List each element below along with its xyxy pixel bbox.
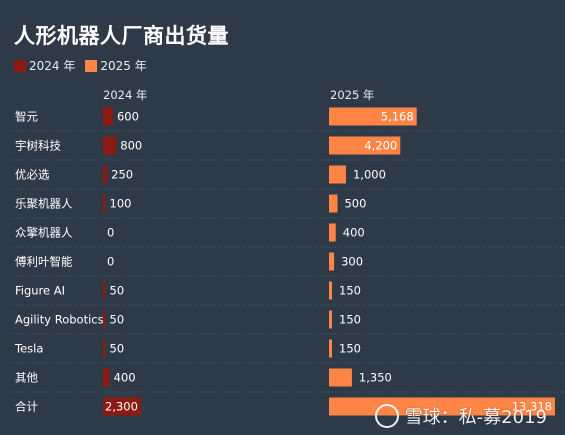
value-label-2024: 0 (107, 226, 114, 240)
value-label-2025: 150 (339, 313, 361, 327)
value-label-2024: 600 (117, 110, 139, 124)
bar-2025 (329, 310, 332, 329)
bar-2024 (103, 194, 106, 213)
value-label-2024: 50 (110, 313, 125, 327)
value-label-2025: 5,168 (381, 110, 414, 124)
legend-label-2024: 2024 年 (29, 59, 76, 73)
legend-item-2024: 2024 年 (14, 57, 75, 74)
bar-2025 (329, 368, 352, 387)
bar-2025 (329, 339, 332, 358)
bar-2025 (329, 107, 417, 126)
watermark: 雪球：私-募2019 (374, 403, 547, 429)
category-label: Tesla (14, 342, 43, 356)
bar-2024 (103, 136, 117, 155)
value-label-2025: 4,200 (364, 139, 397, 153)
chart-title: 人形机器人厂商出货量 (14, 24, 229, 48)
category-label: 合计 (15, 400, 38, 414)
column-header-2025: 2025 年 (330, 88, 375, 102)
bar-2025 (329, 136, 401, 155)
legend-swatch-2024 (14, 59, 26, 72)
category-label: 优必选 (15, 168, 50, 182)
category-label: Agility Robotics (15, 313, 104, 327)
value-label-2025: 300 (341, 255, 363, 269)
bar-2025 (329, 194, 338, 213)
value-label-2024: 100 (110, 197, 132, 211)
category-label: 其他 (15, 371, 38, 385)
category-label: 众擎机器人 (15, 226, 73, 240)
bar-2024 (103, 165, 108, 184)
category-label: Figure AI (15, 284, 65, 298)
value-label-2025: 150 (339, 342, 361, 356)
value-label-2024: 0 (107, 255, 114, 269)
legend-swatch-2025 (85, 59, 98, 72)
value-label-2024: 50 (110, 284, 125, 298)
value-label-2024: 250 (111, 168, 133, 182)
bar-2024 (103, 107, 113, 126)
legend-item-2025: 2025 年 (85, 57, 147, 74)
value-label-2025: 500 (344, 197, 366, 211)
category-label: 傅利叶智能 (15, 255, 73, 269)
value-label-2025: 150 (339, 284, 361, 298)
bar-2025 (329, 165, 346, 184)
bar-2024 (103, 281, 106, 300)
bar-2024 (103, 397, 141, 416)
value-label-2024: 2,300 (105, 400, 138, 414)
bar-2024 (103, 368, 110, 387)
value-label-2025: 13,318 (512, 400, 552, 414)
category-label: 宇树科技 (15, 139, 61, 153)
value-label-2025: 400 (343, 226, 365, 240)
legend: 2024 年 2025 年 (14, 57, 157, 74)
snowball-logo-icon (374, 404, 399, 428)
bar-2024 (103, 339, 106, 358)
column-header-2024: 2024 年 (103, 88, 148, 102)
category-label: 乐聚机器人 (15, 197, 73, 211)
bar-2025 (329, 281, 332, 300)
category-label: 智元 (15, 110, 38, 124)
legend-label-2025: 2025 年 (100, 59, 147, 73)
value-label-2025: 1,000 (353, 168, 386, 182)
value-label-2024: 800 (120, 139, 142, 153)
watermark-text: 雪球：私-募2019 (404, 407, 547, 428)
bar-2025 (329, 223, 336, 242)
value-label-2025: 1,350 (359, 371, 392, 385)
bar-2024 (103, 310, 106, 329)
value-label-2024: 400 (114, 371, 136, 385)
bar-2025 (329, 252, 335, 271)
value-label-2024: 50 (110, 342, 125, 356)
